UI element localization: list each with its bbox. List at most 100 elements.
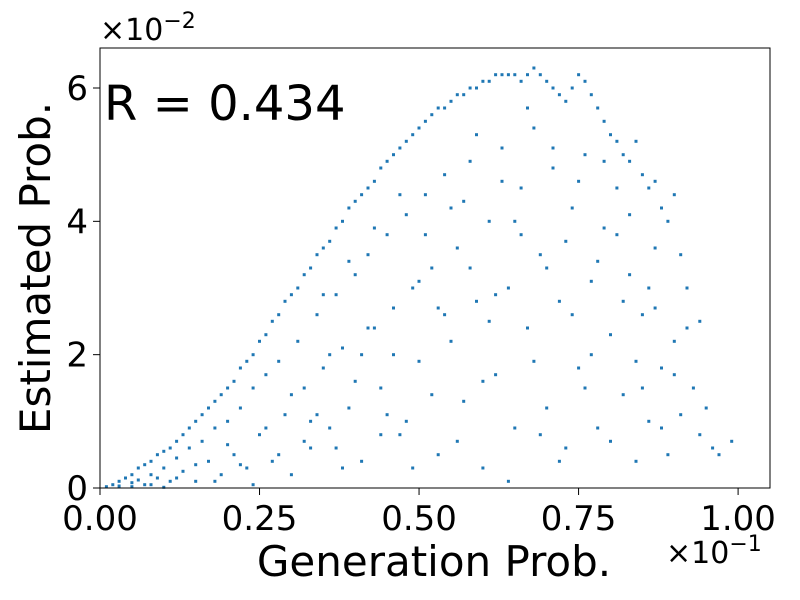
- data-point: [640, 313, 644, 317]
- data-point: [404, 139, 408, 143]
- data-point: [200, 413, 204, 417]
- data-point: [379, 166, 383, 170]
- data-point: [289, 293, 293, 297]
- data-point: [487, 79, 491, 83]
- data-point: [238, 463, 242, 467]
- data-point: [570, 313, 574, 317]
- data-point: [475, 86, 478, 90]
- data-point: [583, 79, 587, 83]
- data-point: [711, 446, 715, 450]
- data-point: [513, 219, 517, 223]
- data-point: [143, 463, 147, 467]
- data-point: [245, 466, 249, 470]
- data-point: [194, 479, 198, 483]
- y-axis-label: Estimated Prob.: [11, 102, 60, 434]
- data-point: [175, 439, 179, 443]
- data-point: [423, 119, 427, 123]
- data-point: [462, 399, 466, 403]
- plot-frame: [99, 47, 771, 489]
- data-point: [117, 484, 121, 488]
- data-point: [621, 393, 625, 397]
- data-point: [149, 483, 153, 487]
- data-point: [251, 353, 255, 357]
- data-point: [411, 466, 415, 470]
- data-point: [730, 439, 734, 443]
- data-point: [302, 439, 306, 443]
- data-point: [334, 446, 338, 450]
- data-point: [385, 159, 389, 163]
- data-point: [589, 353, 593, 357]
- data-point: [704, 406, 708, 410]
- x-axis-label: Generation Prob.: [257, 537, 611, 586]
- data-point: [615, 139, 619, 143]
- data-point: [589, 279, 593, 283]
- data-point: [168, 479, 172, 483]
- x-scale-multiplier: ×10−1: [666, 532, 762, 571]
- data-point: [264, 373, 268, 377]
- data-point: [162, 449, 166, 453]
- data-point: [455, 439, 459, 443]
- data-point: [372, 226, 376, 230]
- data-point: [679, 413, 683, 417]
- data-point: [443, 313, 447, 317]
- data-point: [557, 299, 561, 303]
- data-point: [532, 359, 536, 363]
- data-point: [258, 433, 261, 437]
- data-point: [277, 453, 281, 457]
- data-point: [264, 333, 268, 337]
- data-point: [155, 453, 159, 457]
- data-point: [328, 239, 332, 243]
- data-point: [506, 479, 510, 483]
- data-point: [519, 79, 523, 83]
- data-point: [487, 319, 491, 323]
- data-point: [334, 226, 338, 230]
- data-point: [232, 379, 236, 383]
- x-tick-label: 0.50: [381, 499, 457, 539]
- data-point: [372, 179, 376, 183]
- data-point: [545, 79, 549, 83]
- data-point: [647, 186, 651, 190]
- data-point: [468, 86, 472, 90]
- data-point: [506, 286, 510, 290]
- data-point: [653, 179, 657, 183]
- data-point: [672, 193, 676, 197]
- data-point: [366, 253, 370, 257]
- data-point: [302, 273, 306, 277]
- data-point: [181, 469, 185, 473]
- data-point: [417, 126, 421, 130]
- data-point: [213, 399, 217, 403]
- correlation-annotation: R = 0.434: [104, 76, 346, 132]
- data-point: [430, 113, 434, 117]
- data-point: [628, 273, 632, 277]
- data-point: [207, 406, 210, 410]
- data-point: [660, 426, 663, 430]
- data-point: [111, 483, 115, 487]
- data-point: [207, 459, 210, 463]
- data-point: [321, 366, 325, 370]
- data-point: [411, 133, 415, 137]
- data-point: [226, 386, 230, 390]
- data-point: [538, 253, 542, 257]
- data-point: [500, 73, 504, 77]
- data-point: [602, 159, 606, 163]
- data-point: [328, 353, 332, 357]
- data-point: [494, 373, 498, 377]
- data-point: [258, 339, 261, 343]
- data-point: [200, 439, 204, 443]
- data-point: [238, 366, 242, 370]
- data-point: [577, 73, 581, 77]
- data-point: [411, 286, 415, 290]
- data-point: [513, 426, 517, 430]
- data-point: [717, 453, 721, 457]
- data-point: [660, 366, 663, 370]
- data-point: [634, 359, 638, 363]
- y-tick-label: 6: [66, 69, 88, 109]
- data-point: [449, 206, 453, 210]
- data-point: [213, 426, 217, 430]
- data-point: [494, 73, 498, 77]
- data-point: [475, 133, 478, 137]
- data-point: [570, 86, 574, 90]
- data-point: [392, 153, 395, 157]
- data-point: [245, 359, 249, 363]
